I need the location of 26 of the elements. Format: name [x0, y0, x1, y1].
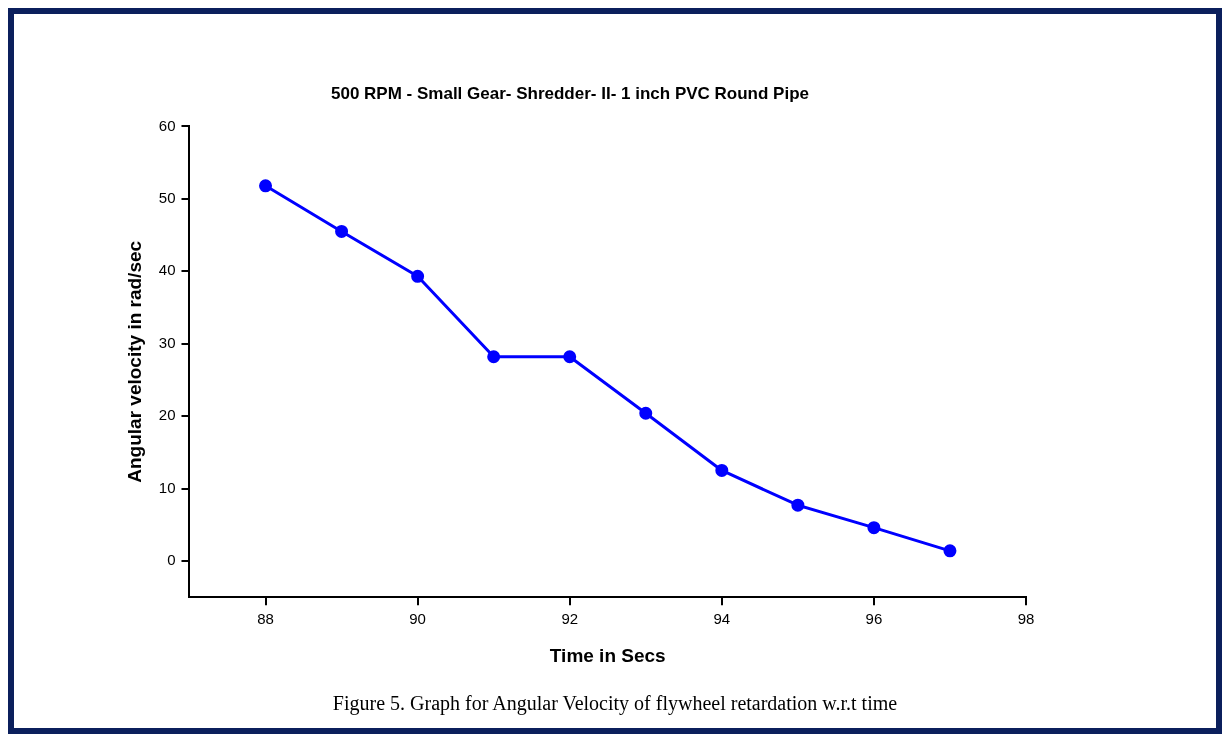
y-axis-title: Angular velocity in rad/sec	[123, 240, 145, 483]
point	[411, 269, 425, 283]
y-tick-label: 30	[158, 333, 176, 351]
x-tick-label: 88	[257, 610, 274, 628]
point	[943, 544, 957, 558]
y-tick-label: 20	[158, 406, 176, 424]
point	[639, 406, 653, 420]
caption: Figure 5. Graph for Angular Velocity of flywheel retardation w.r.t time	[331, 692, 899, 715]
point	[335, 224, 349, 238]
chart-title: 500 RPM - Small Gear- Shredder- II- 1 inch PVC Round Pipe	[331, 83, 809, 103]
point	[867, 521, 881, 535]
x-tick-label: 98	[1017, 610, 1035, 628]
y-tick-label: 50	[158, 188, 176, 206]
y-tick-label: 0	[167, 551, 176, 569]
point	[563, 350, 577, 364]
y-tick-label: 40	[158, 261, 176, 279]
point	[791, 498, 805, 512]
point	[487, 350, 501, 364]
y-tick-label: 10	[158, 478, 176, 496]
x-tick-label: 90	[409, 610, 426, 628]
x-tick-label: 96	[865, 610, 883, 628]
y-tick-label: 60	[158, 116, 176, 134]
x-tick-label: 94	[713, 610, 731, 628]
point	[715, 463, 729, 477]
x-tick-label: 92	[561, 610, 579, 628]
point	[259, 179, 273, 193]
